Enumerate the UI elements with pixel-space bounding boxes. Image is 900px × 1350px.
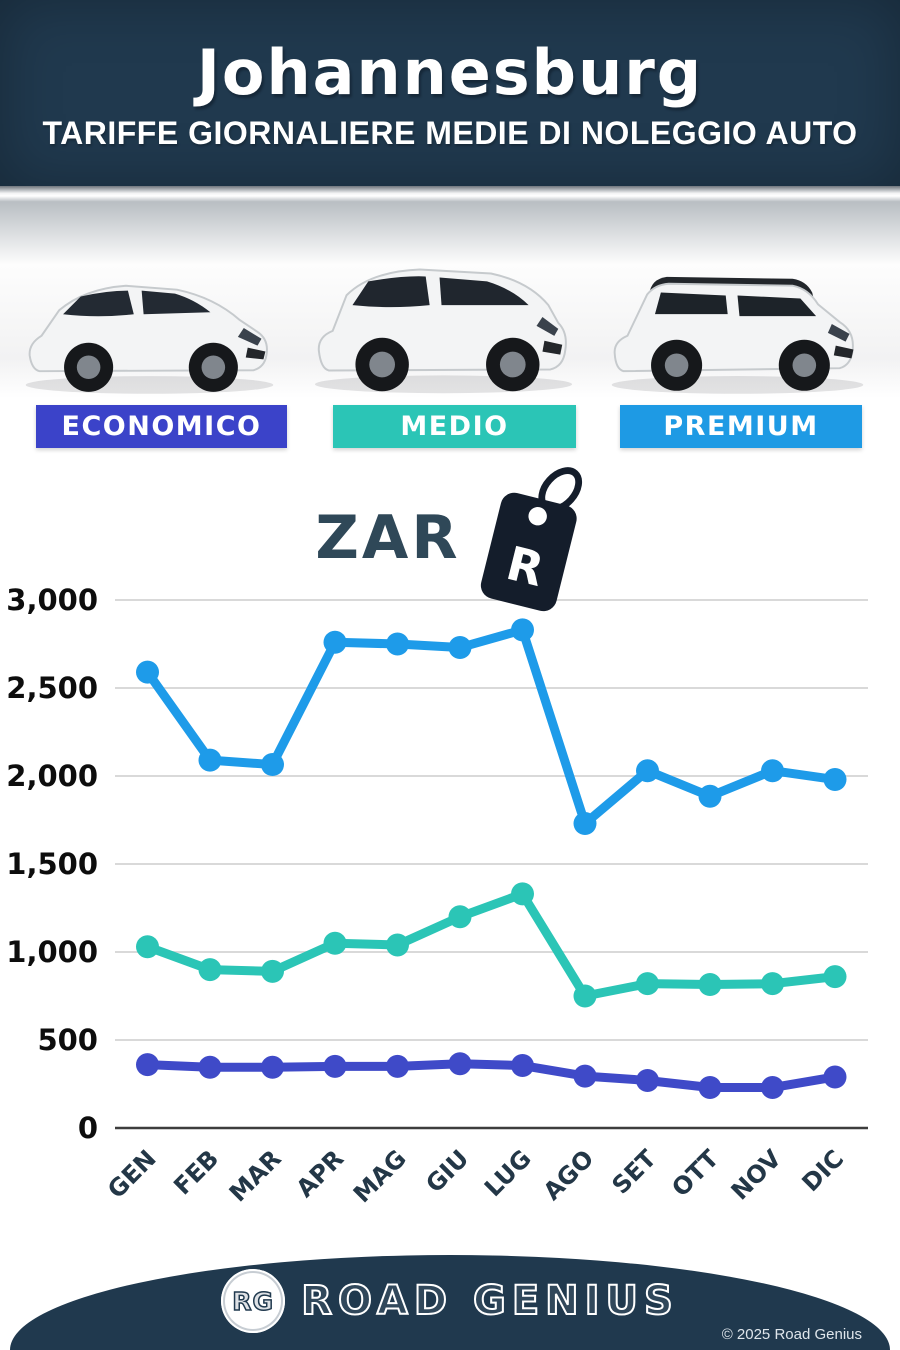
x-tick-label: SET	[607, 1144, 663, 1200]
category-economico-label: ECONOMICO	[61, 411, 262, 442]
series-line-premium	[143, 625, 840, 829]
data-point-premium-apr	[323, 630, 347, 654]
y-tick-label: 2,500	[6, 671, 98, 705]
x-tick-label: AGO	[538, 1144, 599, 1205]
category-economico-badge: ECONOMICO	[36, 405, 287, 448]
brand-row: RG ROAD GENIUS	[10, 1269, 890, 1333]
divider-strip	[0, 186, 900, 202]
x-tick-label: GEN	[102, 1144, 162, 1204]
footer: RG ROAD GENIUS © 2025 Road Genius	[10, 1255, 890, 1350]
page-subtitle: TARIFFE GIORNALIERE MEDIE DI NOLEGGIO AU…	[42, 115, 858, 151]
data-point-economico-apr	[323, 1054, 347, 1078]
data-point-premium-gen	[136, 660, 159, 684]
category-medio-label: MEDIO	[400, 411, 509, 442]
x-tick-label: APR	[291, 1144, 349, 1202]
y-tick-label: 500	[37, 1023, 98, 1057]
data-point-economico-mag	[386, 1054, 409, 1078]
y-tick-label: 1,500	[6, 847, 98, 881]
data-point-economico-dic	[823, 1065, 847, 1089]
data-point-medio-apr	[323, 931, 347, 955]
page-title: Johannesburg	[196, 36, 704, 109]
data-point-economico-gen	[136, 1053, 159, 1077]
data-point-medio-feb	[198, 958, 222, 982]
data-point-medio-gen	[136, 935, 159, 959]
data-point-premium-feb	[198, 748, 222, 772]
brand-name: ROAD GENIUS	[300, 1277, 679, 1325]
x-tick-label: MAG	[348, 1144, 412, 1208]
x-tick-label: OTT	[666, 1144, 724, 1202]
x-tick-label: MAR	[224, 1144, 287, 1207]
data-point-premium-set	[636, 759, 659, 783]
data-point-economico-ott	[698, 1076, 722, 1100]
data-point-premium-ott	[698, 784, 722, 808]
y-tick-label: 0	[78, 1111, 98, 1145]
data-point-premium-nov	[761, 759, 784, 783]
data-point-medio-mag	[386, 933, 409, 957]
data-point-medio-giu	[448, 905, 472, 929]
data-point-premium-giu	[448, 636, 472, 660]
data-point-medio-set	[636, 972, 659, 996]
data-point-economico-set	[636, 1068, 659, 1092]
category-labels: ECONOMICO MEDIO PREMIUM	[0, 398, 900, 460]
copyright-text: © 2025 Road Genius	[721, 1326, 862, 1343]
y-tick-label: 2,000	[6, 759, 98, 793]
header: Johannesburg TARIFFE GIORNALIERE MEDIE D…	[0, 0, 900, 186]
data-point-economico-lug	[511, 1054, 534, 1078]
category-medio-badge: MEDIO	[333, 405, 576, 448]
logo-initials: RG	[232, 1286, 275, 1317]
data-point-economico-giu	[448, 1052, 472, 1076]
data-point-premium-mag	[386, 632, 409, 656]
data-point-premium-lug	[511, 618, 534, 642]
data-point-premium-mar	[261, 753, 284, 777]
data-point-medio-lug	[511, 882, 534, 906]
premium-suv-image	[611, 276, 864, 394]
category-premium-label: PREMIUM	[663, 411, 819, 442]
data-point-medio-ott	[698, 973, 722, 997]
car-images-band	[0, 202, 900, 398]
x-tick-label: FEB	[168, 1144, 224, 1200]
data-point-premium-dic	[823, 768, 847, 792]
economy-car-image	[25, 284, 274, 394]
midsize-suv-image	[314, 268, 573, 394]
data-point-economico-nov	[761, 1076, 784, 1100]
x-tick-label: LUG	[479, 1144, 537, 1202]
data-point-economico-ago	[573, 1064, 597, 1088]
data-point-medio-dic	[823, 965, 847, 989]
data-point-medio-nov	[761, 972, 784, 996]
x-tick-label: DIC	[797, 1144, 850, 1197]
series-line-medio	[143, 889, 840, 1001]
x-tick-label: NOV	[726, 1144, 787, 1205]
x-tick-label: GIU	[420, 1144, 474, 1198]
rental-rates-line-chart: 0 500 1,000 1,500 2,000 2,500 3,000 GEN FEB MAR AP…	[6, 583, 868, 1208]
data-point-economico-feb	[198, 1055, 222, 1079]
series-line-economico	[143, 1059, 840, 1093]
data-point-medio-ago	[573, 984, 597, 1008]
road-genius-logo: RG	[221, 1269, 286, 1333]
y-tick-label: 1,000	[6, 935, 98, 969]
data-point-medio-mar	[261, 959, 284, 983]
data-point-economico-mar	[261, 1055, 284, 1079]
y-tick-label: 3,000	[6, 583, 98, 617]
data-point-premium-ago	[573, 812, 597, 836]
category-premium-badge: PREMIUM	[620, 405, 862, 448]
